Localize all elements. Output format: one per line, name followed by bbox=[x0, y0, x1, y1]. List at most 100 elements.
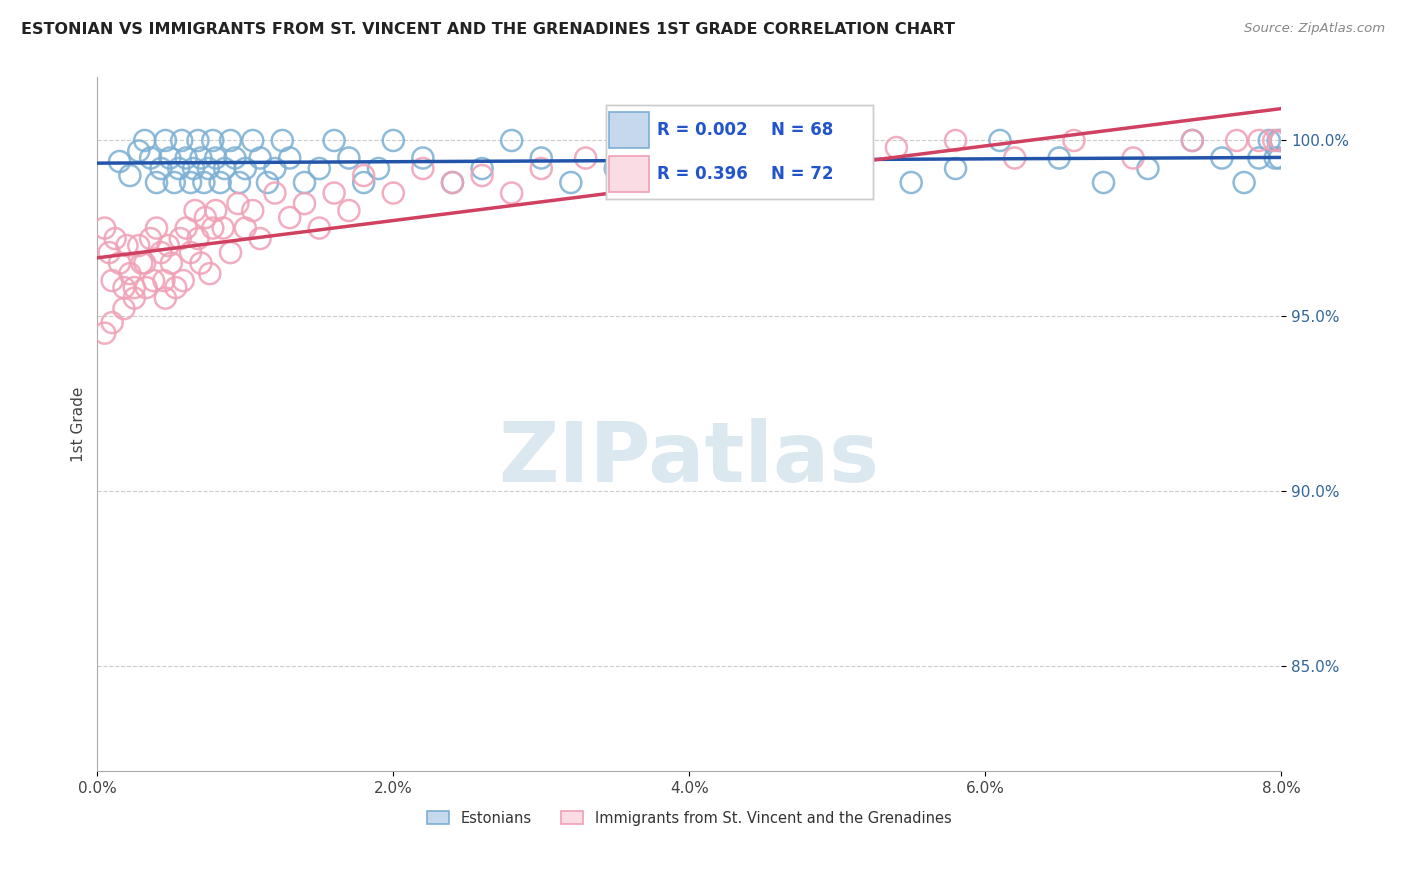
Point bbox=[108, 154, 131, 169]
Text: ZIPatlas: ZIPatlas bbox=[499, 418, 880, 500]
Point bbox=[1226, 134, 1249, 148]
Point bbox=[471, 169, 494, 183]
Point bbox=[190, 256, 212, 270]
Point bbox=[1181, 134, 1204, 148]
Point bbox=[170, 134, 193, 148]
Point bbox=[900, 176, 922, 190]
Point bbox=[471, 161, 494, 176]
Point bbox=[242, 203, 264, 218]
Point bbox=[187, 231, 209, 245]
Point bbox=[575, 151, 598, 165]
Point bbox=[108, 256, 131, 270]
Point bbox=[134, 134, 156, 148]
Point bbox=[441, 176, 464, 190]
Point bbox=[228, 176, 250, 190]
Point bbox=[367, 161, 389, 176]
Point bbox=[825, 151, 848, 165]
Point bbox=[1264, 151, 1286, 165]
Point bbox=[159, 151, 181, 165]
Point bbox=[1268, 151, 1291, 165]
Point bbox=[98, 245, 121, 260]
Point bbox=[664, 151, 686, 165]
Point bbox=[752, 161, 775, 176]
Point bbox=[172, 274, 194, 288]
Point bbox=[112, 301, 135, 316]
Point bbox=[945, 134, 967, 148]
Point bbox=[382, 134, 405, 148]
Point bbox=[796, 134, 818, 148]
Point bbox=[242, 134, 264, 148]
Point bbox=[766, 134, 789, 148]
Point bbox=[337, 151, 360, 165]
Point bbox=[198, 267, 221, 281]
Point bbox=[190, 151, 212, 165]
Point bbox=[157, 238, 180, 252]
Point bbox=[308, 221, 330, 235]
Point bbox=[101, 274, 124, 288]
Point bbox=[167, 161, 190, 176]
Y-axis label: 1st Grade: 1st Grade bbox=[72, 386, 86, 462]
Point bbox=[149, 161, 172, 176]
Point bbox=[264, 161, 287, 176]
Point bbox=[118, 169, 141, 183]
Point bbox=[382, 186, 405, 200]
Point bbox=[226, 196, 249, 211]
Point bbox=[308, 161, 330, 176]
Point bbox=[1270, 134, 1292, 148]
Point bbox=[180, 245, 202, 260]
Point bbox=[184, 203, 207, 218]
Point bbox=[1063, 134, 1085, 148]
Point bbox=[945, 161, 967, 176]
Point bbox=[174, 151, 197, 165]
Point bbox=[134, 256, 156, 270]
Point bbox=[183, 161, 205, 176]
Point bbox=[1136, 161, 1159, 176]
Point bbox=[112, 280, 135, 294]
Point bbox=[323, 134, 346, 148]
Point bbox=[135, 280, 157, 294]
Point bbox=[412, 161, 434, 176]
Point bbox=[193, 176, 215, 190]
Point bbox=[165, 280, 187, 294]
Point bbox=[128, 238, 150, 252]
Point bbox=[197, 161, 219, 176]
Point bbox=[1233, 176, 1256, 190]
Point bbox=[153, 274, 176, 288]
Point bbox=[264, 186, 287, 200]
Point bbox=[149, 245, 172, 260]
Point bbox=[155, 134, 177, 148]
Point bbox=[139, 231, 162, 245]
Point bbox=[707, 176, 730, 190]
Point bbox=[337, 203, 360, 218]
Point bbox=[605, 161, 627, 176]
Point bbox=[1122, 151, 1144, 165]
Point bbox=[219, 245, 242, 260]
Point bbox=[707, 140, 730, 154]
Point bbox=[294, 196, 316, 211]
Point bbox=[124, 280, 146, 294]
Point bbox=[194, 211, 217, 225]
Point bbox=[1092, 176, 1115, 190]
Point bbox=[1247, 151, 1270, 165]
Point bbox=[530, 161, 553, 176]
Point bbox=[501, 134, 523, 148]
Point bbox=[131, 256, 153, 270]
Point bbox=[1270, 134, 1292, 148]
Point bbox=[204, 151, 226, 165]
Point bbox=[412, 151, 434, 165]
Point bbox=[560, 176, 582, 190]
Point bbox=[145, 221, 167, 235]
Point bbox=[1267, 134, 1289, 148]
Point bbox=[174, 221, 197, 235]
Point bbox=[1263, 134, 1285, 148]
Point bbox=[294, 176, 316, 190]
Point bbox=[278, 151, 301, 165]
Point bbox=[256, 176, 278, 190]
Point bbox=[278, 211, 301, 225]
Point bbox=[204, 203, 226, 218]
Point bbox=[1258, 134, 1281, 148]
Point bbox=[441, 176, 464, 190]
Point bbox=[1211, 151, 1233, 165]
Point bbox=[353, 169, 375, 183]
Text: ESTONIAN VS IMMIGRANTS FROM ST. VINCENT AND THE GRENADINES 1ST GRADE CORRELATION: ESTONIAN VS IMMIGRANTS FROM ST. VINCENT … bbox=[21, 22, 955, 37]
